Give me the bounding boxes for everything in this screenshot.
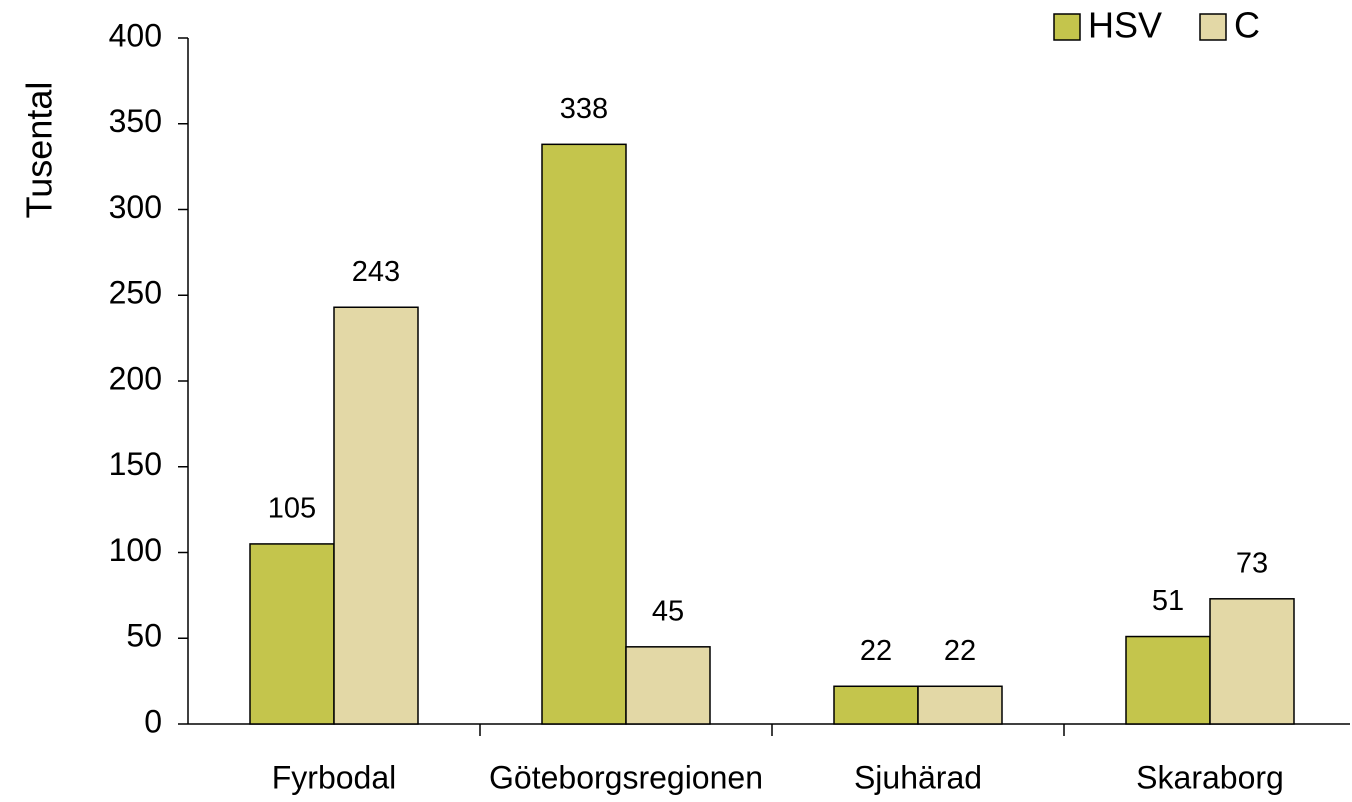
y-tick-label: 250: [109, 275, 162, 311]
value-label: 22: [860, 635, 892, 667]
value-label: 73: [1236, 547, 1268, 579]
value-label: 45: [652, 595, 684, 627]
bar: [625, 646, 711, 725]
value-label: 243: [352, 256, 400, 288]
y-axis-label: Tusental: [19, 82, 60, 219]
bar: [833, 685, 919, 725]
x-tick-label: Göteborgsregionen: [489, 759, 763, 795]
bar: [1125, 635, 1211, 725]
y-tick-label: 100: [109, 532, 162, 568]
bar: [541, 143, 627, 725]
y-tick-label: 150: [109, 446, 162, 482]
bar: [917, 685, 1003, 725]
y-tick-label: 300: [109, 189, 162, 225]
value-label: 105: [268, 493, 316, 525]
x-tick-label: Sjuhärad: [854, 759, 982, 795]
bar: [249, 543, 335, 725]
x-tick-label: Fyrbodal: [272, 759, 397, 795]
value-label: 51: [1152, 585, 1184, 617]
y-tick-label: 350: [109, 103, 162, 139]
y-tick-label: 400: [109, 17, 162, 53]
bar: [1209, 598, 1295, 725]
legend-label: HSV: [1088, 5, 1162, 46]
y-tick-label: 50: [126, 618, 162, 654]
y-tick-label: 200: [109, 360, 162, 396]
bar: [333, 306, 419, 725]
x-tick-label: Skaraborg: [1136, 759, 1284, 795]
legend-label: C: [1234, 5, 1260, 46]
value-label: 338: [560, 93, 608, 125]
legend-swatch: [1053, 13, 1081, 41]
value-label: 22: [944, 635, 976, 667]
legend-swatch: [1199, 13, 1227, 41]
y-tick-label: 0: [144, 703, 162, 739]
